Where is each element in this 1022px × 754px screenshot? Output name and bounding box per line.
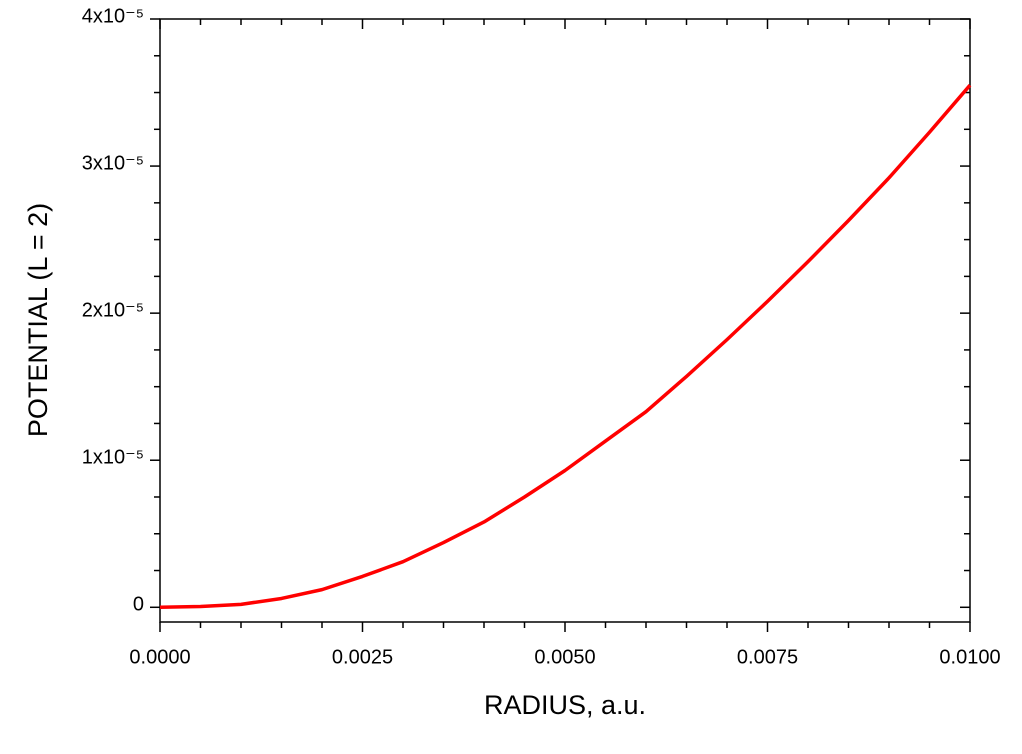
y-axis-title: POTENTIAL (L = 2) (23, 203, 53, 437)
x-axis-title: RADIUS, a.u. (484, 690, 646, 720)
x-tick-label: 0.0025 (332, 646, 393, 668)
x-tick-label: 0.0000 (129, 646, 190, 668)
plot-frame (159, 18, 971, 623)
y-tick-label: 1x10⁻⁵ (82, 447, 144, 469)
y-tick-label: 2x10⁻⁵ (82, 299, 144, 321)
x-tick-label: 0.0100 (939, 646, 1000, 668)
x-tick-label: 0.0050 (534, 646, 595, 668)
y-tick-label: 0 (133, 594, 144, 616)
data-line (159, 84, 972, 610)
x-tick-label: 0.0075 (737, 646, 798, 668)
y-tick-label: 4x10⁻⁵ (82, 5, 144, 27)
y-tick-label: 3x10⁻⁵ (82, 152, 144, 174)
